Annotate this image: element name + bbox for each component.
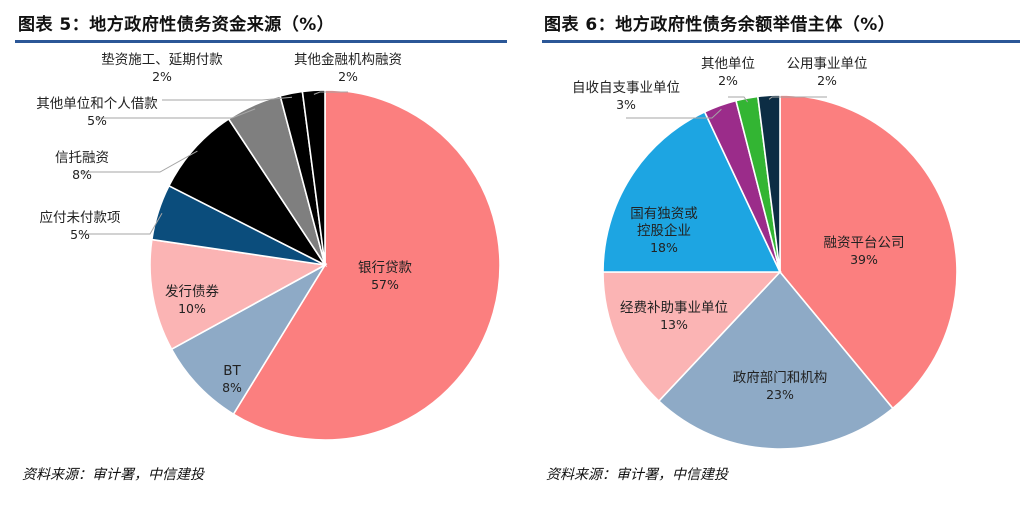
slice-value-label: 5% bbox=[70, 227, 90, 242]
pie-slice-经费补助事业单位 bbox=[602, 271, 782, 403]
pie-slice-信托融资 bbox=[167, 117, 328, 268]
source-note: 资料来源：审计署，中信建投 bbox=[22, 467, 204, 483]
slice-label-line: 自收自支事业单位 bbox=[572, 80, 680, 96]
slice-label: 政府部门和机构 bbox=[733, 370, 828, 386]
chart-panel-funding-sources: 图表 5：地方政府性债务资金来源（%） 银行贷款 57% BT 8% 发行债券 10% 应付… bbox=[15, 15, 507, 483]
slice-label-line: 公用事业单位 bbox=[787, 56, 868, 72]
slice-label: 经费补助事业单位 bbox=[620, 300, 728, 316]
slice-label-line: BT bbox=[223, 363, 241, 379]
chart-title: 图表 6：地方政府性债务余额举借主体（%） bbox=[544, 15, 896, 35]
slice-value-label: 5% bbox=[87, 113, 107, 128]
leader-line bbox=[313, 91, 348, 95]
slice-label: 其他单位 bbox=[701, 56, 755, 72]
chart-title: 图表 5：地方政府性债务资金来源（%） bbox=[18, 15, 335, 35]
slice-label: 国有独资或控股企业 bbox=[630, 206, 698, 239]
slice-value-label: 2% bbox=[152, 69, 172, 84]
slice-value-label: 2% bbox=[338, 69, 358, 84]
slice-label: 公用事业单位 bbox=[787, 56, 868, 72]
slice-label: 垫资施工、延期付款 bbox=[101, 52, 223, 68]
slice-value-label: 57% bbox=[371, 277, 399, 292]
slice-label-line: 融资平台公司 bbox=[824, 235, 905, 251]
leader-line bbox=[162, 96, 293, 101]
slice-label: 自收自支事业单位 bbox=[572, 80, 680, 96]
leader-line bbox=[97, 108, 256, 119]
slice-label-line: 垫资施工、延期付款 bbox=[101, 52, 223, 68]
pie-slice-融资平台公司 bbox=[779, 94, 958, 410]
pie-slice-银行贷款 bbox=[232, 89, 501, 441]
pie-slice-其他金融机构融资 bbox=[301, 89, 326, 266]
slice-label: 应付未付款项 bbox=[40, 209, 121, 226]
source-note: 资料来源：审计署，中信建投 bbox=[546, 467, 728, 483]
slice-value-label: 2% bbox=[817, 73, 837, 88]
slice-label-line: 国有独资或 bbox=[630, 206, 698, 222]
slice-label: 其他单位和个人借款 bbox=[36, 96, 158, 112]
leader-line bbox=[768, 96, 827, 100]
title-divider bbox=[15, 40, 507, 43]
pie-slice-政府部门和机构 bbox=[657, 270, 894, 450]
slice-label-line: 发行债券 bbox=[165, 284, 219, 300]
leader-line bbox=[626, 108, 722, 119]
slice-label-line: 银行贷款 bbox=[358, 260, 412, 276]
slice-label-line: 控股企业 bbox=[637, 222, 691, 239]
slice-label-line: 其他金融机构融资 bbox=[294, 52, 402, 68]
slice-label: 信托融资 bbox=[55, 150, 109, 166]
slice-value-label: 8% bbox=[72, 167, 92, 182]
slice-label-line: 其他单位 bbox=[701, 56, 755, 72]
leader-line bbox=[82, 150, 198, 173]
slice-value-label: 2% bbox=[718, 73, 738, 88]
slice-value-label: 10% bbox=[178, 301, 206, 316]
slice-label: 发行债券 bbox=[165, 284, 219, 300]
pie-slice-国有独资或控股企业 bbox=[602, 110, 782, 273]
slice-label: 银行贷款 bbox=[358, 260, 412, 276]
slice-value-label: 13% bbox=[660, 317, 688, 332]
pie-chart-funding-sources: 银行贷款57%BT8%发行债券10%应付未付款项5%信托融资8%其他单位和个人借… bbox=[36, 52, 501, 441]
leader-line bbox=[80, 212, 163, 235]
slice-label: 融资平台公司 bbox=[824, 235, 905, 251]
leader-line bbox=[728, 96, 749, 103]
pie-slice-公用事业单位 bbox=[756, 94, 781, 273]
slice-value-label: 8% bbox=[222, 380, 242, 395]
slice-label-line: 其他单位和个人借款 bbox=[36, 96, 158, 112]
slice-label-line: 经费补助事业单位 bbox=[620, 300, 728, 316]
slice-label: 其他金融机构融资 bbox=[294, 52, 402, 68]
chart-panel-borrowing-entities: 图表 6：地方政府性债务余额举借主体（%） 融资平台公司 39% 政府部门和机构 23… bbox=[524, 0, 1024, 507]
slice-label: BT bbox=[223, 363, 241, 379]
slice-label-line: 应付未付款项 bbox=[40, 209, 121, 226]
slice-value-label: 18% bbox=[650, 240, 678, 255]
slice-label-line: 信托融资 bbox=[55, 150, 109, 166]
slice-value-label: 3% bbox=[616, 97, 636, 112]
pie-slice-BT bbox=[170, 262, 328, 416]
title-divider bbox=[542, 40, 1020, 43]
slice-label-line: 政府部门和机构 bbox=[733, 370, 828, 386]
pie-slice-发行债券 bbox=[149, 238, 328, 351]
slice-value-label: 39% bbox=[850, 252, 878, 267]
slice-value-label: 23% bbox=[766, 387, 794, 402]
